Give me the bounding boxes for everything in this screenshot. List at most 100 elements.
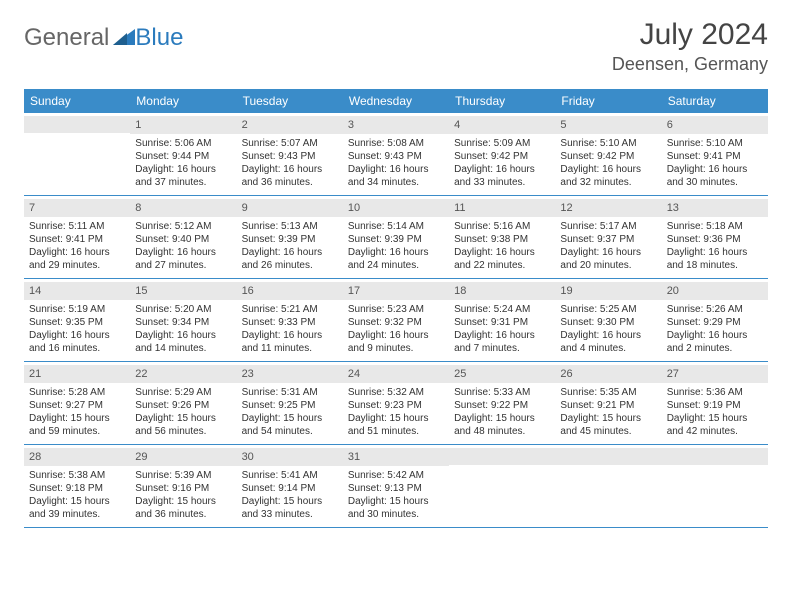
day-number: 6: [662, 116, 768, 134]
day-number: 17: [343, 282, 449, 300]
sunset-text: Sunset: 9:41 PM: [667, 150, 763, 163]
sunset-text: Sunset: 9:16 PM: [135, 482, 231, 495]
day-cell: 15Sunrise: 5:20 AMSunset: 9:34 PMDayligh…: [130, 279, 236, 361]
location-label: Deensen, Germany: [612, 54, 768, 75]
sunset-text: Sunset: 9:29 PM: [667, 316, 763, 329]
sunrise-text: Sunrise: 5:10 AM: [667, 137, 763, 150]
day-cell: 30Sunrise: 5:41 AMSunset: 9:14 PMDayligh…: [237, 445, 343, 527]
sunset-text: Sunset: 9:39 PM: [348, 233, 444, 246]
sunset-text: Sunset: 9:42 PM: [560, 150, 656, 163]
day-cell: 9Sunrise: 5:13 AMSunset: 9:39 PMDaylight…: [237, 196, 343, 278]
daylight-text: Daylight: 16 hours and 36 minutes.: [242, 163, 338, 189]
day-number: 31: [343, 448, 449, 466]
sunset-text: Sunset: 9:40 PM: [135, 233, 231, 246]
day-number: 11: [449, 199, 555, 217]
day-cell: 25Sunrise: 5:33 AMSunset: 9:22 PMDayligh…: [449, 362, 555, 444]
day-number: 22: [130, 365, 236, 383]
day-number: [24, 116, 130, 133]
day-cell: 21 Sunrise: 5:28 AMSunset: 9:27 PMDayligh…: [24, 362, 130, 444]
sunset-text: Sunset: 9:41 PM: [29, 233, 125, 246]
day-header-cell: Saturday: [662, 89, 768, 113]
daylight-text: Daylight: 15 hours and 59 minutes.: [29, 412, 125, 438]
day-header-cell: Sunday: [24, 89, 130, 113]
day-cell: 26Sunrise: 5:35 AMSunset: 9:21 PMDayligh…: [555, 362, 661, 444]
brand-part1: General: [24, 24, 109, 52]
sunrise-text: Sunrise: 5:26 AM: [667, 303, 763, 316]
sunset-text: Sunset: 9:21 PM: [560, 399, 656, 412]
sunset-text: Sunset: 9:30 PM: [560, 316, 656, 329]
daylight-text: Daylight: 15 hours and 56 minutes.: [135, 412, 231, 438]
day-number: 30: [237, 448, 343, 466]
sunrise-text: Sunrise: 5:13 AM: [242, 220, 338, 233]
day-cell: 31Sunrise: 5:42 AMSunset: 9:13 PMDayligh…: [343, 445, 449, 527]
day-cell: 10Sunrise: 5:14 AMSunset: 9:39 PMDayligh…: [343, 196, 449, 278]
sunrise-text: Sunrise: 5:28 AM: [29, 386, 125, 399]
sunset-text: Sunset: 9:26 PM: [135, 399, 231, 412]
day-number: 14: [24, 282, 130, 300]
sunrise-text: Sunrise: 5:38 AM: [29, 469, 125, 482]
day-number: 21: [24, 365, 130, 383]
title-block: July 2024 Deensen, Germany: [612, 18, 768, 75]
sunrise-text: Sunrise: 5:09 AM: [454, 137, 550, 150]
day-cell: 17Sunrise: 5:23 AMSunset: 9:32 PMDayligh…: [343, 279, 449, 361]
daylight-text: Daylight: 15 hours and 33 minutes.: [242, 495, 338, 521]
day-cell: 18Sunrise: 5:24 AMSunset: 9:31 PMDayligh…: [449, 279, 555, 361]
day-cell: 14Sunrise: 5:19 AMSunset: 9:35 PMDayligh…: [24, 279, 130, 361]
day-cell: 16Sunrise: 5:21 AMSunset: 9:33 PMDayligh…: [237, 279, 343, 361]
sunrise-text: Sunrise: 5:08 AM: [348, 137, 444, 150]
day-header-cell: Monday: [130, 89, 236, 113]
day-cell: 11Sunrise: 5:16 AMSunset: 9:38 PMDayligh…: [449, 196, 555, 278]
daylight-text: Daylight: 15 hours and 39 minutes.: [29, 495, 125, 521]
daylight-text: Daylight: 16 hours and 37 minutes.: [135, 163, 231, 189]
sunrise-text: Sunrise: 5:10 AM: [560, 137, 656, 150]
day-cell: 27Sunrise: 5:36 AMSunset: 9:19 PMDayligh…: [662, 362, 768, 444]
sunset-text: Sunset: 9:27 PM: [29, 399, 125, 412]
calendar: SundayMondayTuesdayWednesdayThursdayFrid…: [24, 89, 768, 528]
day-header-cell: Friday: [555, 89, 661, 113]
day-number: 3: [343, 116, 449, 134]
daylight-text: Daylight: 16 hours and 22 minutes.: [454, 246, 550, 272]
day-number: [662, 448, 768, 465]
daylight-text: Daylight: 16 hours and 4 minutes.: [560, 329, 656, 355]
daylight-text: Daylight: 16 hours and 16 minutes.: [29, 329, 125, 355]
sunrise-text: Sunrise: 5:36 AM: [667, 386, 763, 399]
sunset-text: Sunset: 9:36 PM: [667, 233, 763, 246]
day-cell: [662, 445, 768, 527]
sunrise-text: Sunrise: 5:31 AM: [242, 386, 338, 399]
day-cell: 13Sunrise: 5:18 AMSunset: 9:36 PMDayligh…: [662, 196, 768, 278]
day-cell: 19Sunrise: 5:25 AMSunset: 9:30 PMDayligh…: [555, 279, 661, 361]
day-number: 26: [555, 365, 661, 383]
sunrise-text: Sunrise: 5:41 AM: [242, 469, 338, 482]
day-cell: 12Sunrise: 5:17 AMSunset: 9:37 PMDayligh…: [555, 196, 661, 278]
day-cell: 5Sunrise: 5:10 AMSunset: 9:42 PMDaylight…: [555, 113, 661, 195]
day-cell: [449, 445, 555, 527]
sunset-text: Sunset: 9:31 PM: [454, 316, 550, 329]
daylight-text: Daylight: 16 hours and 14 minutes.: [135, 329, 231, 355]
day-number: 7: [24, 199, 130, 217]
sunset-text: Sunset: 9:44 PM: [135, 150, 231, 163]
daylight-text: Daylight: 15 hours and 30 minutes.: [348, 495, 444, 521]
sunset-text: Sunset: 9:39 PM: [242, 233, 338, 246]
week-row: 28Sunrise: 5:38 AMSunset: 9:18 PMDayligh…: [24, 445, 768, 528]
day-number: 15: [130, 282, 236, 300]
day-number: 19: [555, 282, 661, 300]
sunrise-text: Sunrise: 5:23 AM: [348, 303, 444, 316]
daylight-text: Daylight: 16 hours and 11 minutes.: [242, 329, 338, 355]
daylight-text: Daylight: 16 hours and 27 minutes.: [135, 246, 231, 272]
day-header-cell: Tuesday: [237, 89, 343, 113]
day-number: 13: [662, 199, 768, 217]
day-number: 1: [130, 116, 236, 134]
day-cell: 1 Sunrise: 5:06 AMSunset: 9:44 PMDaylight…: [130, 113, 236, 195]
day-number: 28: [24, 448, 130, 466]
sunrise-text: Sunrise: 5:20 AM: [135, 303, 231, 316]
sunset-text: Sunset: 9:42 PM: [454, 150, 550, 163]
day-number: 16: [237, 282, 343, 300]
sunrise-text: Sunrise: 5:06 AM: [135, 137, 231, 150]
day-cell: 7Sunrise: 5:11 AMSunset: 9:41 PMDaylight…: [24, 196, 130, 278]
sunset-text: Sunset: 9:33 PM: [242, 316, 338, 329]
day-header-cell: Wednesday: [343, 89, 449, 113]
daylight-text: Daylight: 15 hours and 42 minutes.: [667, 412, 763, 438]
sunrise-text: Sunrise: 5:12 AM: [135, 220, 231, 233]
sunset-text: Sunset: 9:23 PM: [348, 399, 444, 412]
day-cell: [555, 445, 661, 527]
